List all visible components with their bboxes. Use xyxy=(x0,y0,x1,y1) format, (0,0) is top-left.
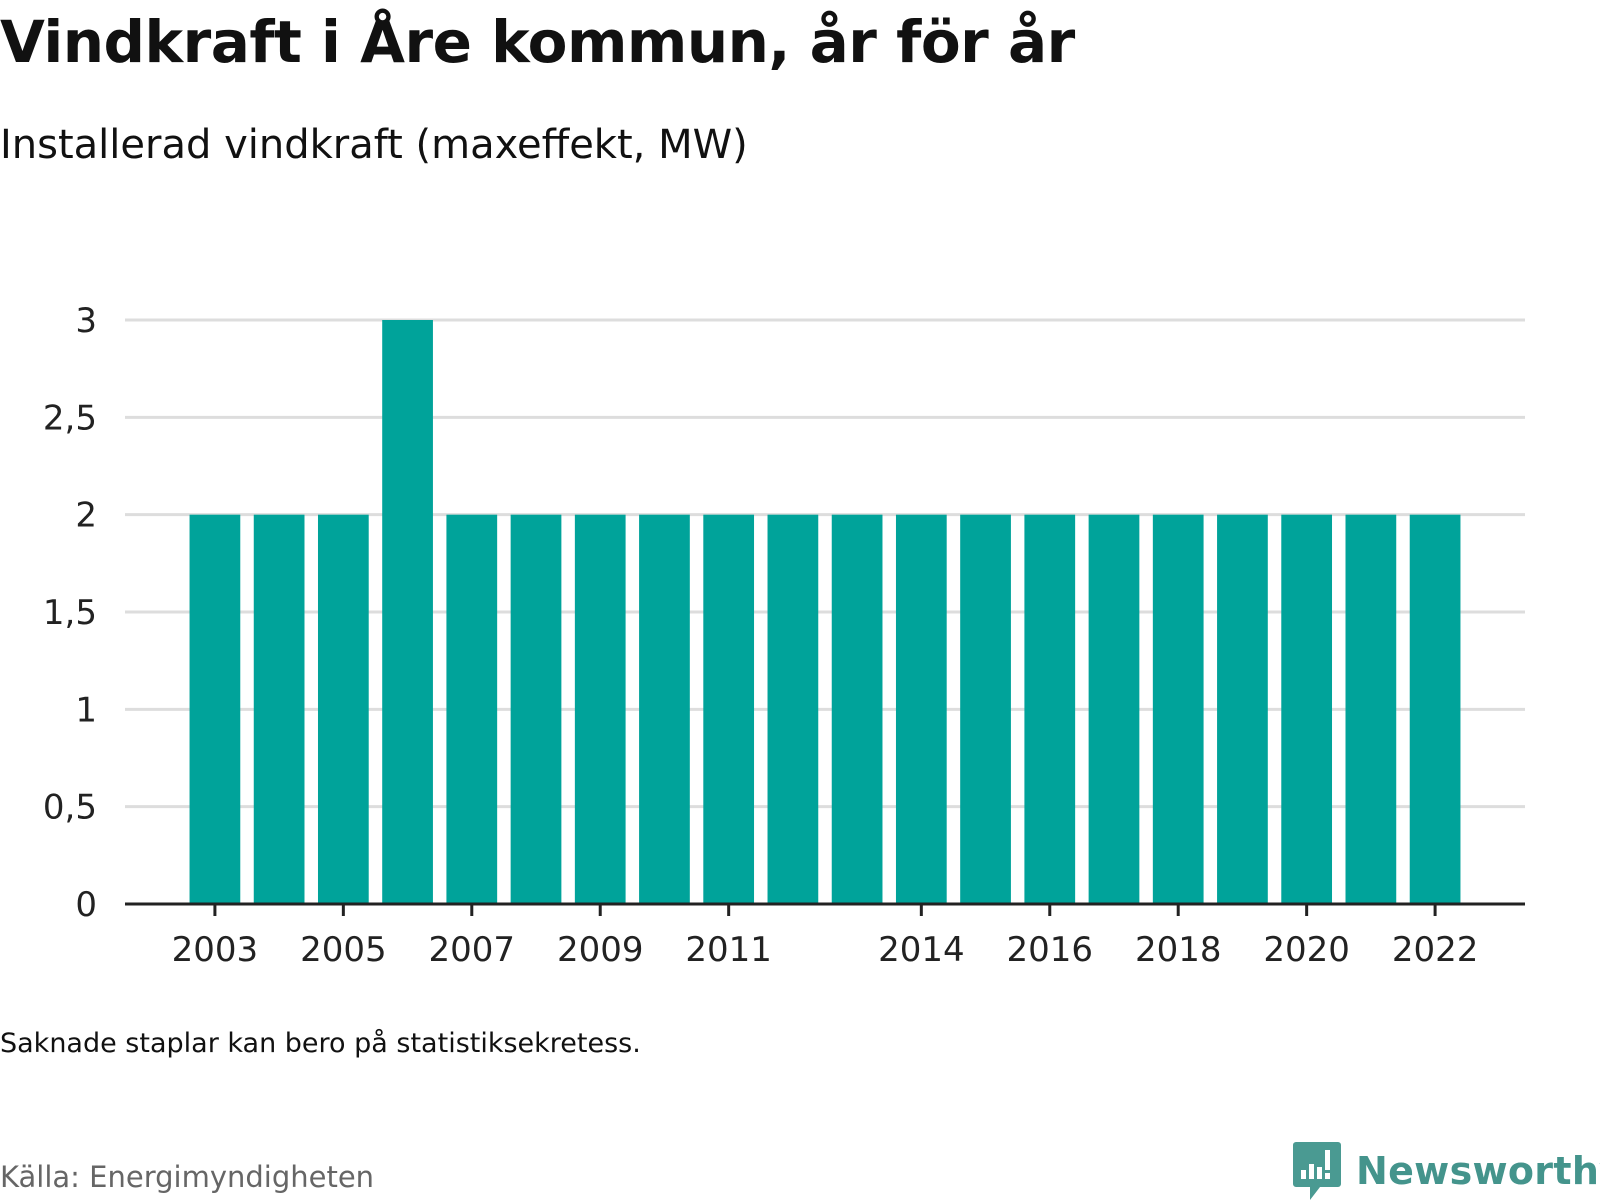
bar xyxy=(189,514,241,904)
x-tick-label: 2007 xyxy=(429,930,516,970)
bar xyxy=(1217,514,1268,904)
bar xyxy=(895,514,947,904)
y-tick-label: 1 xyxy=(75,690,97,730)
x-tick-label: 2018 xyxy=(1135,930,1222,970)
y-tick-label: 1,5 xyxy=(43,593,97,633)
bar xyxy=(1024,514,1076,904)
newsworthy-logo-icon xyxy=(1293,1142,1341,1200)
axes xyxy=(125,902,1525,916)
bar xyxy=(317,514,369,904)
bar xyxy=(1345,514,1397,904)
bar xyxy=(446,514,498,904)
y-tick-label: 2,5 xyxy=(43,398,97,438)
tick-labels: 0 0,5 1 1,5 2 2,5 3 2003 2005 2007 2009 2011 2014 201… xyxy=(43,301,1478,970)
x-tick-label: 2005 xyxy=(300,930,387,970)
bar xyxy=(382,320,433,904)
chart-title: Vindkraft i Åre kommun, år för år xyxy=(0,8,1075,76)
x-tick-label: 2014 xyxy=(878,930,965,970)
y-tick-label: 3 xyxy=(75,301,97,341)
bar xyxy=(253,514,305,904)
x-tick-label: 2003 xyxy=(172,930,259,970)
bar xyxy=(639,514,690,904)
bar xyxy=(1088,514,1140,904)
x-tick-label: 2011 xyxy=(685,930,772,970)
brand-name: Newsworthy xyxy=(1356,1149,1600,1193)
x-tick-label: 2020 xyxy=(1263,930,1350,970)
y-tick-label: 2 xyxy=(75,496,97,536)
bar xyxy=(767,514,819,904)
bars xyxy=(189,320,1461,904)
footnote: Saknade staplar kan bero på statistiksek… xyxy=(0,1028,641,1059)
y-tick-label: 0 xyxy=(75,885,97,925)
x-tick-label: 2009 xyxy=(557,930,644,970)
chart-subtitle: Installerad vindkraft (maxeffekt, MW) xyxy=(0,122,748,168)
bar xyxy=(1152,514,1204,904)
bar xyxy=(960,514,1011,904)
bar xyxy=(703,514,755,904)
y-tick-label: 0,5 xyxy=(43,788,97,828)
x-tick-label: 2022 xyxy=(1392,930,1479,970)
bar xyxy=(510,514,562,904)
bar xyxy=(574,514,626,904)
bar xyxy=(1281,514,1333,904)
source-text: Källa: Energimyndigheten xyxy=(0,1160,375,1194)
bar xyxy=(1409,514,1461,904)
bar xyxy=(831,514,883,904)
brand-logo[interactable]: Newsworthy xyxy=(1292,1140,1600,1202)
x-tick-label: 2016 xyxy=(1007,930,1094,970)
bar-chart: 0 0,5 1 1,5 2 2,5 3 2003 2005 2007 2009 2011 2014 201… xyxy=(43,301,1525,970)
